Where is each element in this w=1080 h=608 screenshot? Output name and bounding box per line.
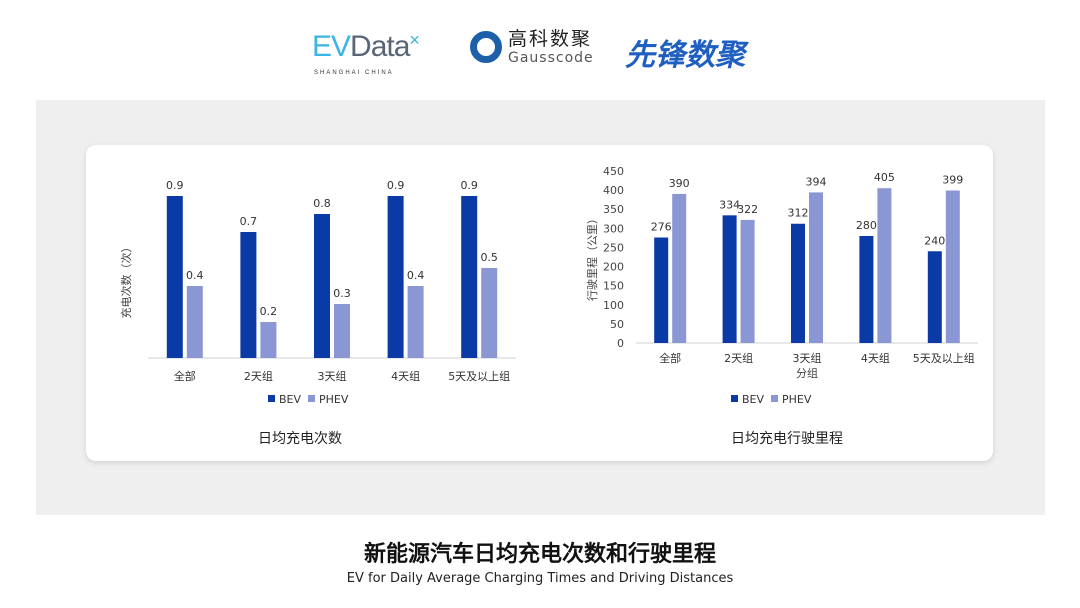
x-tick-label: 2天组 bbox=[244, 369, 273, 383]
legend-swatch-bev bbox=[268, 395, 275, 402]
y-axis-title: 行驶里程（公里） bbox=[585, 213, 599, 301]
data-label: 0.5 bbox=[480, 251, 498, 264]
legend-label-phev: PHEV bbox=[782, 393, 812, 406]
data-label: 322 bbox=[737, 203, 758, 216]
bar-phev bbox=[260, 322, 277, 358]
y-tick-label: 300 bbox=[603, 222, 624, 235]
bar-bev bbox=[240, 232, 257, 358]
bar-phev bbox=[945, 190, 960, 343]
x-tick-label: 全部 bbox=[659, 351, 681, 365]
x-tick-label: 5天及以上组 bbox=[448, 369, 510, 383]
gausscode-mark-icon bbox=[470, 31, 502, 63]
data-label: 0.7 bbox=[240, 215, 258, 228]
bar-phev bbox=[407, 286, 424, 358]
y-tick-label: 450 bbox=[603, 165, 624, 178]
footer-subtitle: EV for Daily Average Charging Times and … bbox=[346, 571, 734, 586]
data-label: 334 bbox=[719, 198, 740, 211]
y-tick-label: 0 bbox=[617, 337, 624, 350]
y-tick-label: 250 bbox=[603, 241, 624, 254]
bar-bev bbox=[859, 235, 874, 343]
x-tick-label: 4天组 bbox=[861, 351, 890, 365]
data-label: 0.2 bbox=[260, 305, 278, 318]
bar-bev bbox=[927, 251, 942, 343]
y-tick-label: 150 bbox=[603, 280, 624, 293]
bar-phev bbox=[481, 268, 498, 358]
data-label: 276 bbox=[651, 221, 672, 234]
data-label: 0.9 bbox=[166, 179, 184, 192]
x-tick-label: 全部 bbox=[174, 369, 196, 383]
data-label: 0.8 bbox=[313, 197, 331, 210]
gausscode-cn: 高科数聚 bbox=[508, 28, 593, 50]
data-label: 390 bbox=[669, 177, 690, 190]
gausscode-logo: 高科数聚 Gausscode bbox=[470, 28, 594, 66]
chart-card bbox=[86, 145, 993, 461]
legend-swatch-bev bbox=[731, 395, 738, 402]
logo-bar: EVData× SHANGHAI CHINA 高科数聚 Gausscode 先锋数聚 bbox=[0, 24, 1080, 76]
legend-label-bev: BEV bbox=[279, 393, 301, 406]
y-tick-label: 200 bbox=[603, 261, 624, 274]
legend-swatch-phev bbox=[308, 395, 315, 402]
y-tick-label: 400 bbox=[603, 184, 624, 197]
bar-phev bbox=[809, 192, 823, 343]
chart-title: 日均充电次数 bbox=[258, 431, 342, 447]
x-tick-label: 2天组 bbox=[724, 351, 753, 365]
y-tick-label: 350 bbox=[603, 203, 624, 216]
legend-swatch-phev bbox=[771, 395, 778, 402]
data-label: 405 bbox=[874, 171, 895, 184]
chart-title: 日均充电行驶里程 bbox=[731, 431, 843, 447]
x-tick-label: 5天及以上组 bbox=[913, 351, 975, 365]
bar-bev bbox=[314, 214, 330, 358]
x-tick-label: 3天组 bbox=[793, 351, 822, 365]
data-label: 240 bbox=[924, 234, 945, 247]
x-tick-label: 3天组 bbox=[318, 369, 347, 383]
bar-bev bbox=[166, 196, 183, 358]
bar-bev bbox=[387, 196, 404, 358]
bar-phev bbox=[740, 219, 755, 343]
bar-bev bbox=[791, 223, 805, 343]
gausscode-en: Gausscode bbox=[508, 50, 594, 66]
legend-label-bev: BEV bbox=[742, 393, 764, 406]
bar-bev bbox=[654, 237, 669, 343]
data-label: 0.9 bbox=[460, 179, 478, 192]
bar-phev bbox=[186, 286, 203, 358]
y-tick-label: 50 bbox=[610, 318, 624, 331]
data-label: 0.9 bbox=[387, 179, 405, 192]
data-label: 0.4 bbox=[407, 269, 425, 282]
xianfeng-logo: 先锋数聚 bbox=[625, 38, 745, 73]
data-label: 0.3 bbox=[333, 287, 351, 300]
bar-phev bbox=[877, 188, 892, 343]
legend-label-phev: PHEV bbox=[319, 393, 349, 406]
data-label: 312 bbox=[788, 207, 809, 220]
data-label: 394 bbox=[806, 175, 827, 188]
footer-title: 新能源汽车日均充电次数和行驶里程 bbox=[363, 542, 716, 567]
evdata-logo: EVData× SHANGHAI CHINA bbox=[312, 30, 420, 76]
bar-phev bbox=[672, 193, 687, 343]
x-tick-label: 4天组 bbox=[391, 369, 420, 383]
bar-phev bbox=[334, 304, 350, 358]
y-tick-label: 100 bbox=[603, 299, 624, 312]
bar-bev bbox=[722, 215, 737, 343]
data-label: 0.4 bbox=[186, 269, 204, 282]
evdata-sub: SHANGHAI CHINA bbox=[314, 70, 394, 76]
y-axis-title: 充电次数（次） bbox=[119, 242, 133, 319]
data-label: 280 bbox=[856, 219, 877, 232]
x-axis-title: 分组 bbox=[796, 366, 818, 380]
bar-bev bbox=[461, 196, 478, 358]
data-label: 399 bbox=[942, 173, 963, 186]
